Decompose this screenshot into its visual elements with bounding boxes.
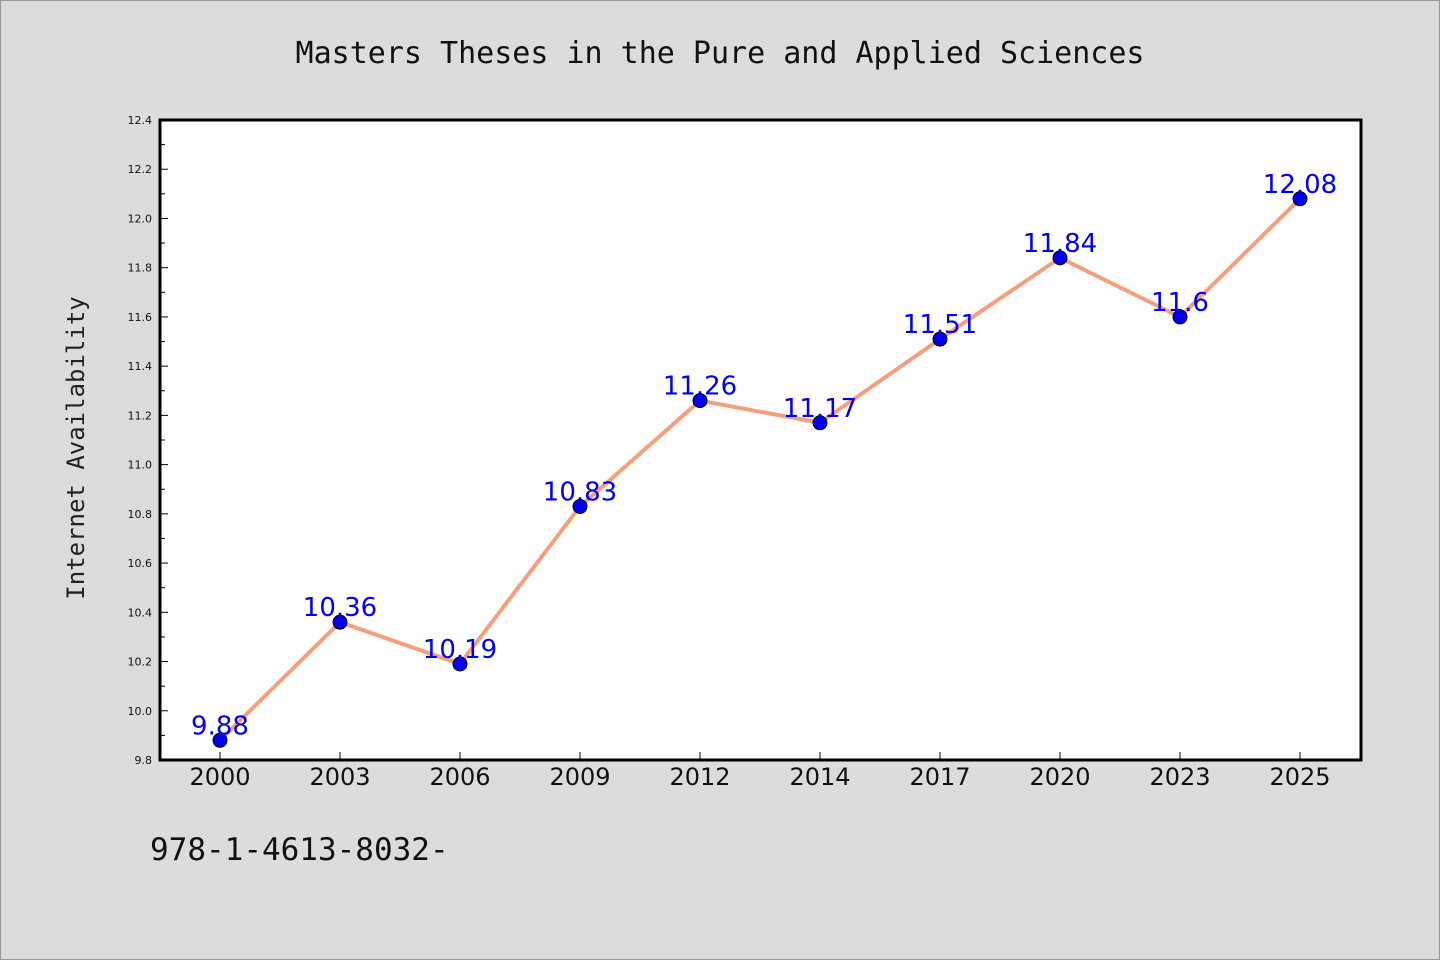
x-tick-label: 2017 [909, 763, 970, 791]
y-tick-label: 10.6 [128, 557, 153, 570]
y-tick-label: 11.0 [128, 459, 153, 472]
data-label: 10.36 [303, 593, 377, 623]
y-axis: 9.8 10.0 10.2 10.4 10.6 10.8 11.0 11.2 11.4 11.6 1… [128, 114, 168, 767]
data-point [932, 331, 948, 347]
data-label: 11.84 [1023, 229, 1097, 259]
data-point [452, 656, 468, 672]
data-label: 10.19 [423, 635, 497, 665]
footnote-isbn: 978-1-4613-8032- [150, 832, 449, 868]
data-point [1052, 250, 1068, 266]
data-point [692, 393, 708, 409]
y-tick-label: 10.8 [128, 508, 153, 521]
x-axis: 2000 2003 2006 2009 2012 2014 2017 2020 2023 2025 [189, 752, 1331, 791]
x-tick-label: 2000 [189, 763, 250, 791]
data-label: 11.6 [1151, 288, 1209, 318]
x-tick-label: 2009 [549, 763, 610, 791]
data-point [332, 614, 348, 630]
y-tick-label: 12.2 [128, 163, 153, 176]
data-label: 11.17 [783, 394, 857, 424]
x-tick-label: 2020 [1029, 763, 1090, 791]
data-label: 10.83 [543, 477, 617, 507]
data-label: 12.08 [1263, 170, 1337, 200]
data-point [812, 415, 828, 431]
x-tick-label: 2023 [1149, 763, 1210, 791]
x-tick-label: 2003 [309, 763, 370, 791]
data-point [1292, 191, 1308, 207]
y-tick-label: 11.6 [128, 311, 153, 324]
y-tick-label: 10.2 [128, 656, 153, 669]
y-axis-label: Internet Availability [62, 296, 90, 599]
plot-area [158, 118, 1363, 762]
y-tick-label: 11.2 [128, 409, 153, 422]
data-point [572, 498, 588, 514]
y-tick-label: 11.4 [128, 360, 153, 373]
y-tick-label: 9.8 [135, 754, 153, 767]
data-label: 9.88 [191, 711, 249, 741]
series-line [218, 196, 1302, 743]
x-tick-label: 2014 [789, 763, 850, 791]
data-point [1172, 309, 1188, 325]
y-tick-label: 10.4 [128, 606, 153, 619]
y-tick-label: 12.0 [128, 212, 153, 225]
data-point [212, 732, 228, 748]
x-tick-label: 2025 [1269, 763, 1330, 791]
y-tick-label: 10.0 [128, 705, 153, 718]
y-tick-label: 11.8 [128, 262, 153, 275]
chart-title: Masters Theses in the Pure and Applied S… [296, 36, 1145, 71]
y-tick-label: 12.4 [128, 114, 153, 127]
data-label: 11.26 [663, 372, 737, 402]
series-layer: 9.88 10.36 10.19 10.83 11.26 11.17 11.51 11.84 1… [191, 170, 1337, 748]
x-tick-label: 2012 [669, 763, 730, 791]
data-label: 11.51 [903, 310, 977, 340]
x-tick-label: 2006 [429, 763, 490, 791]
